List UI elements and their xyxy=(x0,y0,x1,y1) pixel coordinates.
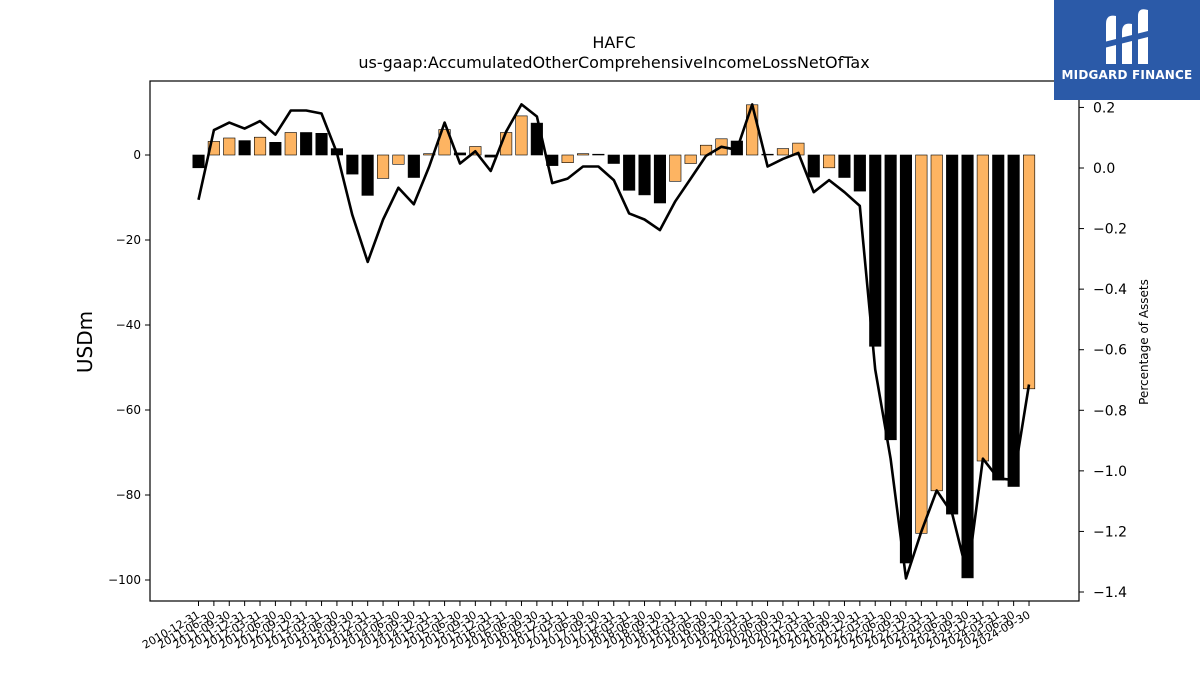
bar xyxy=(684,154,697,164)
bar xyxy=(207,141,220,156)
bar xyxy=(853,154,866,192)
plot-frame xyxy=(149,80,1080,602)
y2-tick-label: 0.0 xyxy=(1093,161,1115,177)
bar xyxy=(838,154,851,178)
brand-name: MIDGARD FINANCE xyxy=(1061,68,1193,82)
bar xyxy=(284,132,297,156)
midgard-logo-icon xyxy=(1104,9,1152,64)
bar xyxy=(376,154,390,179)
bar xyxy=(1007,154,1020,487)
bar xyxy=(899,154,913,564)
bar xyxy=(484,154,497,158)
bar xyxy=(669,154,682,182)
bar xyxy=(561,154,574,163)
y2-tick-label: −1.4 xyxy=(1093,585,1127,601)
bar xyxy=(423,153,436,156)
bar xyxy=(915,154,928,534)
bar xyxy=(300,132,313,156)
y2-tick-label: −0.6 xyxy=(1093,343,1127,359)
chart-subtitle: us-gaap:AccumulatedOtherComprehensiveInc… xyxy=(358,53,869,72)
y-tick-label: −20 xyxy=(116,233,141,247)
bar xyxy=(822,154,836,169)
bar xyxy=(653,154,667,204)
y2-tick-label: −1.2 xyxy=(1093,524,1127,540)
y-tick-label: −100 xyxy=(108,573,141,587)
bar xyxy=(869,154,882,347)
bar xyxy=(453,152,467,156)
y-tick-label: 0 xyxy=(133,148,141,162)
y-axis-label: USDm xyxy=(73,311,97,373)
bar xyxy=(223,137,236,156)
bar xyxy=(1022,154,1036,390)
y2-tick-label: −0.4 xyxy=(1093,282,1127,298)
y2-tick-label: −0.8 xyxy=(1093,403,1127,419)
plot-area: 0 −20 −40 −60 −80 −100 0.2 0.0 −0.2 −0.4 −0.6 −0.8 −… xyxy=(108,80,1127,652)
bar xyxy=(254,136,267,156)
bar xyxy=(315,133,328,156)
y2-tick-label: −1.0 xyxy=(1093,464,1127,480)
y-tick-label: −80 xyxy=(116,488,141,502)
bar xyxy=(607,154,620,164)
bar xyxy=(238,140,251,156)
bar xyxy=(269,142,282,156)
bar xyxy=(976,154,989,462)
bar xyxy=(192,154,205,169)
bar xyxy=(576,153,590,156)
bar xyxy=(946,154,959,515)
bar xyxy=(592,153,605,156)
y2-tick-label: −0.2 xyxy=(1093,222,1127,238)
bar xyxy=(761,153,774,156)
y2-tick-label: 0.2 xyxy=(1093,100,1115,116)
bar xyxy=(776,148,790,156)
bar xyxy=(638,154,651,196)
midgard-finance-logo: MIDGARD FINANCE xyxy=(1054,0,1200,100)
bar xyxy=(623,154,636,191)
bar xyxy=(746,104,759,156)
percentage-line xyxy=(197,103,1031,580)
bar xyxy=(407,154,420,178)
bar xyxy=(515,115,528,156)
bar xyxy=(884,154,897,441)
y2-axis-label: Percentage of Assets xyxy=(1137,279,1151,405)
bar xyxy=(992,154,1005,481)
bar xyxy=(961,154,974,579)
bar xyxy=(346,154,359,175)
y-tick-label: −60 xyxy=(116,403,141,417)
bar xyxy=(361,154,374,196)
bar xyxy=(807,154,820,178)
y-tick-label: −40 xyxy=(116,318,141,332)
chart-title: HAFC xyxy=(592,33,635,52)
bar xyxy=(930,154,943,492)
bar xyxy=(392,154,405,165)
